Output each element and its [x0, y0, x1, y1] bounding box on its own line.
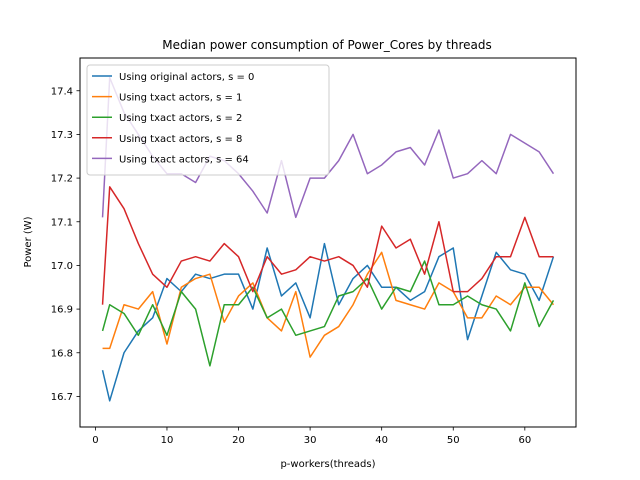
- y-tick-label: 16.8: [51, 348, 73, 359]
- chart-title: Median power consumption of Power_Cores …: [162, 38, 492, 52]
- series-line-0: [101, 242, 555, 402]
- y-tick-label: 16.9: [51, 305, 73, 316]
- x-tick-label: 0: [92, 435, 98, 446]
- y-tick-label: 17.2: [51, 174, 73, 185]
- legend-box: [86, 64, 330, 176]
- series-line-3: [101, 186, 554, 305]
- x-tick-label: 40: [375, 435, 388, 446]
- y-axis: 16.7 16.8 16.9 17.0 17.1 17.2 17.3 17.4: [51, 86, 80, 403]
- series-line-1: [102, 251, 555, 358]
- x-axis-label: p-workers(threads): [280, 459, 375, 470]
- y-axis-label: Power (W): [23, 216, 34, 267]
- y-tick-label: 17.0: [51, 261, 73, 272]
- legend-label-4: Using txact actors, s = 64: [119, 154, 249, 165]
- y-tick-label: 17.3: [51, 130, 73, 141]
- legend-label-2: Using txact actors, s = 2: [119, 113, 242, 124]
- legend-label-3: Using txact actors, s = 8: [119, 134, 242, 145]
- legend: Using original actors, s = 0 Using txact …: [86, 64, 330, 176]
- x-tick-label: 10: [161, 435, 174, 446]
- legend-label-1: Using txact actors, s = 1: [119, 93, 242, 104]
- x-tick-label: 20: [232, 435, 245, 446]
- y-tick-label: 17.4: [51, 86, 73, 97]
- x-tick-label: 60: [518, 435, 531, 446]
- plot-frame: [79, 57, 577, 428]
- series-line-2: [101, 260, 555, 367]
- x-tick-label: 30: [304, 435, 317, 446]
- x-axis: 0 10 20 30 40 50 60: [92, 427, 531, 446]
- legend-label-0: Using original actors, s = 0: [119, 72, 254, 83]
- y-tick-label: 16.7: [51, 392, 73, 403]
- y-tick-label: 17.1: [51, 217, 73, 228]
- x-tick-label: 50: [447, 435, 460, 446]
